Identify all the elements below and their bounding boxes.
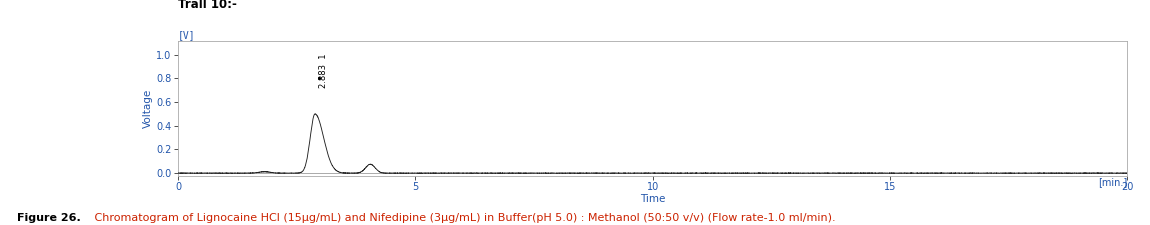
Text: 2.883  1: 2.883 1 [319,53,328,88]
Text: Figure 26.: Figure 26. [17,213,80,223]
Text: [min.]: [min.] [1098,177,1127,187]
X-axis label: Time: Time [639,194,666,204]
Text: Trall 10:-: Trall 10:- [178,0,237,11]
Text: Chromatogram of Lignocaine HCl (15μg/mL) and Nifedipine (3μg/mL) in Buffer(pH 5.: Chromatogram of Lignocaine HCl (15μg/mL)… [91,213,835,223]
Y-axis label: Voltage: Voltage [143,88,153,128]
Text: [V]: [V] [178,31,196,40]
